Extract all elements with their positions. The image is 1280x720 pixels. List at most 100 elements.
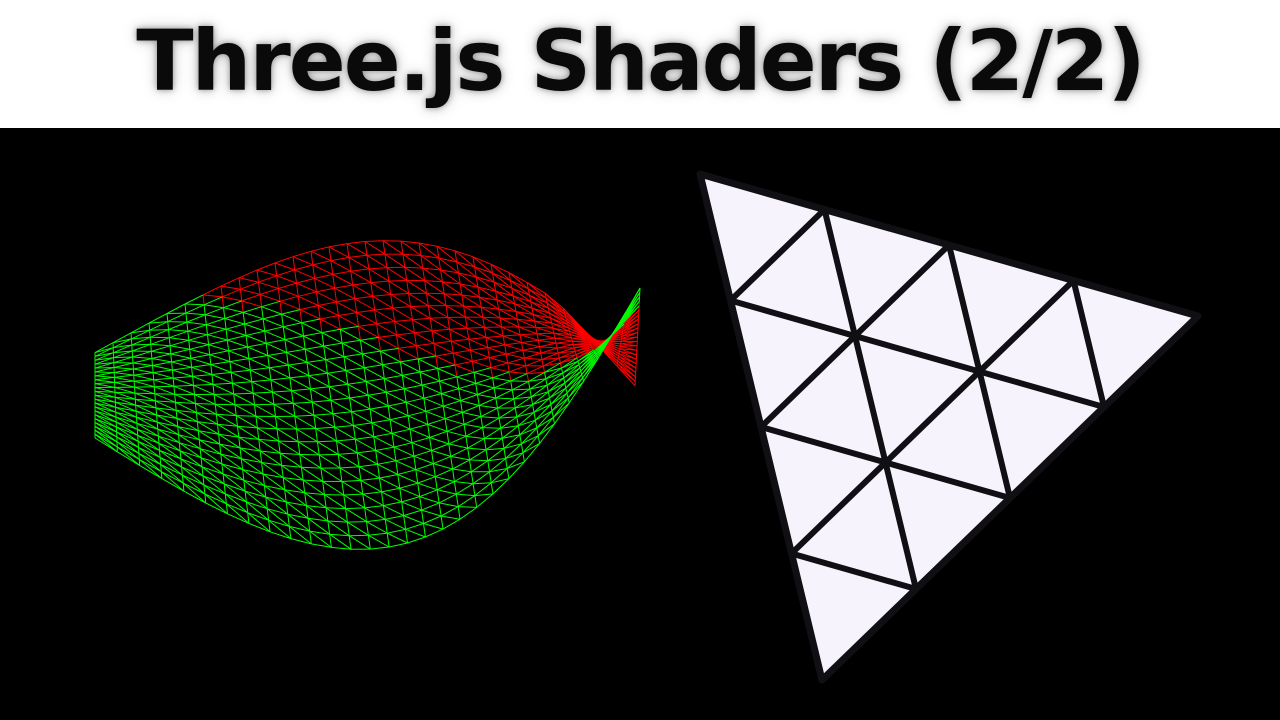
wireframe-edge (474, 495, 478, 508)
wireframe-edge (150, 337, 170, 345)
wireframe-edge (379, 477, 401, 489)
wireframe-edge (153, 369, 173, 374)
wireframe-edge (178, 442, 181, 451)
wireframe-edge (416, 345, 437, 357)
wireframe-edge (533, 314, 551, 319)
wireframe-edge (94, 372, 115, 377)
wireframe-edge (329, 533, 352, 550)
wireframe-edge (149, 337, 152, 345)
wireframe-edge (211, 374, 233, 384)
wireframe-edge (366, 255, 370, 269)
wireframe-edge (113, 362, 134, 368)
wireframe-edge (154, 386, 175, 395)
wireframe-edge (350, 268, 369, 272)
wireframe-edge (135, 410, 158, 423)
wireframe-edge (334, 284, 353, 289)
wireframe-edge (366, 254, 388, 269)
wireframe-edge (551, 397, 569, 412)
wireframe-edge (435, 468, 453, 478)
wireframe-edge (346, 522, 350, 536)
wireframe-edge (327, 520, 350, 537)
wireframe-edge (517, 425, 521, 435)
wireframe-edge (166, 303, 186, 314)
wireframe-edge (530, 301, 550, 314)
wireframe-edge (264, 485, 287, 503)
wireframe-edge (160, 464, 184, 484)
wireframe-edge (526, 365, 544, 375)
wireframe-edge (279, 301, 283, 315)
wireframe-edge (552, 397, 569, 418)
wireframe-edge (419, 371, 440, 382)
wireframe-edge (391, 432, 413, 444)
wireframe-edge (477, 387, 495, 395)
wireframe-edge (524, 443, 540, 463)
wireframe-edge (474, 493, 494, 497)
wireframe-edge (291, 390, 294, 404)
wireframe-edge (510, 373, 528, 382)
wireframe-edge (154, 400, 157, 408)
wireframe-edge (424, 280, 445, 295)
wireframe-edge (358, 323, 377, 327)
wireframe-edge (446, 430, 467, 437)
wireframe-edge (420, 255, 441, 271)
wireframe-edge (258, 439, 261, 452)
wireframe-edge (519, 427, 537, 436)
wireframe-edge (393, 447, 397, 461)
wireframe-edge (406, 280, 410, 294)
wireframe-edge (390, 294, 411, 308)
wireframe-edge (443, 293, 464, 307)
wireframe-edge (505, 443, 522, 459)
wireframe-edge (412, 319, 433, 332)
wireframe-edge (489, 353, 507, 359)
wireframe-edge (463, 306, 466, 318)
wireframe-edge (405, 529, 408, 544)
wireframe-edge (498, 418, 502, 429)
wireframe-edge (546, 372, 563, 386)
wireframe-edge (492, 273, 495, 283)
wireframe-edge (444, 418, 448, 432)
wireframe-edge (229, 358, 249, 363)
wireframe-edge (534, 320, 537, 328)
wireframe-edge (399, 487, 420, 498)
wireframe-edge (493, 281, 514, 297)
wireframe-edge (418, 355, 436, 360)
wireframe-edge (225, 493, 247, 503)
wireframe-edge (262, 473, 265, 486)
wireframe-edge (307, 518, 311, 532)
page-title: Three.js Shaders (2/2) (136, 12, 1146, 110)
wireframe-edge (464, 317, 468, 329)
wireframe-edge (139, 464, 163, 480)
wireframe-edge (94, 398, 116, 403)
wireframe-edge (418, 242, 438, 247)
wireframe-edge (156, 414, 178, 419)
wireframe-edge (498, 309, 501, 319)
wireframe-edge (261, 306, 264, 319)
wireframe-edge (356, 452, 360, 467)
wireframe-edge (565, 387, 568, 394)
wireframe-edge (538, 339, 557, 344)
wireframe-edge (324, 494, 346, 510)
wireframe-edge (155, 400, 177, 411)
wireframe-edge (262, 473, 284, 479)
wireframe-edge (414, 330, 433, 334)
wireframe-edge (205, 314, 225, 319)
wireframe-edge (414, 332, 435, 344)
wireframe-edge (577, 361, 580, 365)
wireframe-edge (196, 412, 218, 425)
wireframe-edge (404, 384, 423, 390)
wireframe-edge (524, 357, 543, 360)
wireframe-edge (347, 381, 367, 385)
wireframe-edge (275, 416, 297, 430)
wireframe-edge (250, 369, 272, 381)
wireframe-edge (94, 371, 115, 373)
wireframe-edge (553, 332, 556, 339)
wireframe-edge (182, 482, 206, 495)
wireframe-edge (240, 281, 259, 290)
wireframe-edge (253, 391, 273, 394)
wireframe-edge (468, 339, 471, 351)
wireframe-edge (529, 294, 548, 304)
wireframe-edge (294, 414, 314, 417)
wireframe-edge (458, 382, 476, 390)
wireframe-edge (456, 483, 474, 495)
wireframe-edge (203, 296, 223, 306)
